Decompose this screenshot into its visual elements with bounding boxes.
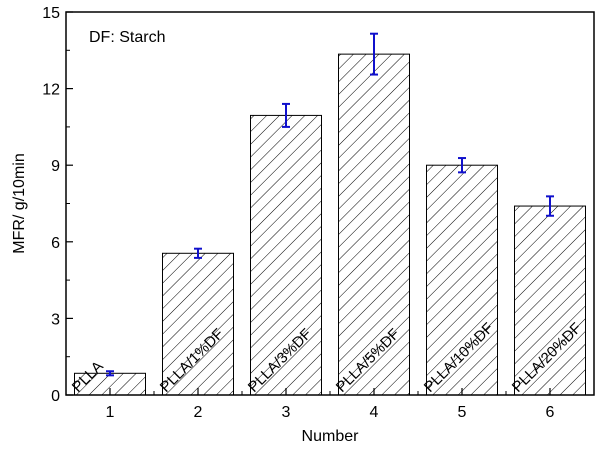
x-tick-label: 5 [458,404,467,421]
y-tick-label: 9 [51,158,60,175]
bars-layer [74,53,586,396]
x-axis-title: Number [302,428,360,445]
x-axis-ticks: 1 2 3 4 5 6 [65,388,595,421]
x-tick-label: 6 [546,404,555,421]
y-axis-title: MFR/ g/10min [11,153,28,253]
bar-labels-layer: PLLA PLLA/1%DF PLLA/3%DF PLLA/5%DF PLLA/10%D… [69,320,585,396]
y-tick-label: 12 [42,82,60,99]
y-tick-label: 0 [51,388,60,405]
y-tick-label: 6 [51,235,60,252]
x-tick-label: 2 [194,404,203,421]
error-bar [282,102,290,128]
chart-annotation: DF: Starch [89,29,165,46]
error-bar [546,195,554,217]
error-bars-layer [106,32,554,377]
x-tick-label: 3 [282,404,291,421]
x-tick-label: 1 [106,404,115,421]
error-bar [194,247,202,259]
bar-2 [162,252,234,396]
bar-5 [426,164,498,396]
x-tick-label: 4 [370,404,379,421]
bar-4 [338,53,410,396]
y-tick-label: 3 [51,311,60,328]
error-bar [106,370,114,377]
y-axis-ticks: 0 3 6 9 12 15 [42,5,73,405]
error-bar [370,32,378,76]
y-tick-label: 15 [42,5,60,22]
error-bar [458,157,466,174]
